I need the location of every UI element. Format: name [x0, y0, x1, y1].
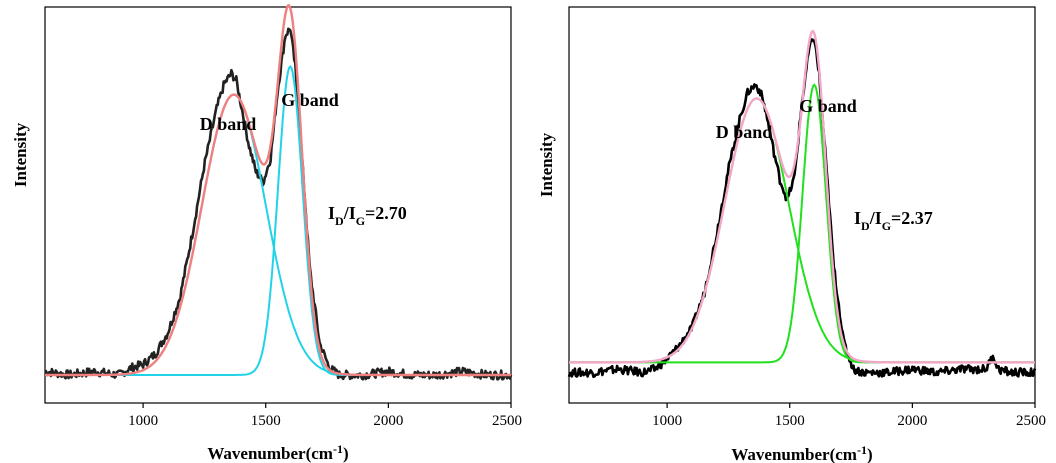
y-axis-title: Intensity: [11, 122, 30, 187]
x-tick-label: 1000: [652, 413, 682, 429]
cumulative-fit-line: [45, 4, 511, 377]
g-band-fit-line: [45, 65, 511, 376]
intensity-ratio-label: ID/IG=2.70: [328, 203, 407, 228]
g-band-label: G band: [281, 90, 339, 110]
plot-frame: [44, 6, 512, 404]
x-tick-label: 1500: [251, 413, 281, 429]
x-axis-title: Wavenumber(cm-1): [207, 442, 348, 463]
d-band-fit-line: [45, 93, 511, 376]
chart-panel-left: 1000 1500 2000 2500 Intensity Wavenumber(cm…: [11, 4, 522, 463]
y-axis-title: Intensity: [537, 132, 556, 197]
x-tick-label: 1000: [128, 413, 158, 429]
chart-panel-right: 1000 1500 2000 2500 Intensity Wavenumber(cm…: [537, 6, 1046, 463]
d-band-label: D band: [716, 122, 773, 142]
x-tick-label: 2500: [1016, 413, 1046, 429]
x-tick-label: 1500: [775, 413, 805, 429]
g-band-fit-line: [569, 83, 1035, 364]
plot-frame: [568, 6, 1036, 404]
d-band-fit-line: [569, 97, 1035, 364]
x-axis-title: Wavenumber(cm-1): [731, 443, 872, 463]
cumulative-fit-line: [569, 29, 1035, 364]
d-band-label: D band: [200, 114, 257, 134]
g-band-label: G band: [799, 96, 857, 116]
x-tick-label: 2000: [897, 413, 927, 429]
intensity-ratio-label: ID/IG=2.37: [854, 208, 933, 233]
x-tick-label: 2500: [492, 413, 522, 429]
x-tick-label: 2000: [373, 413, 403, 429]
